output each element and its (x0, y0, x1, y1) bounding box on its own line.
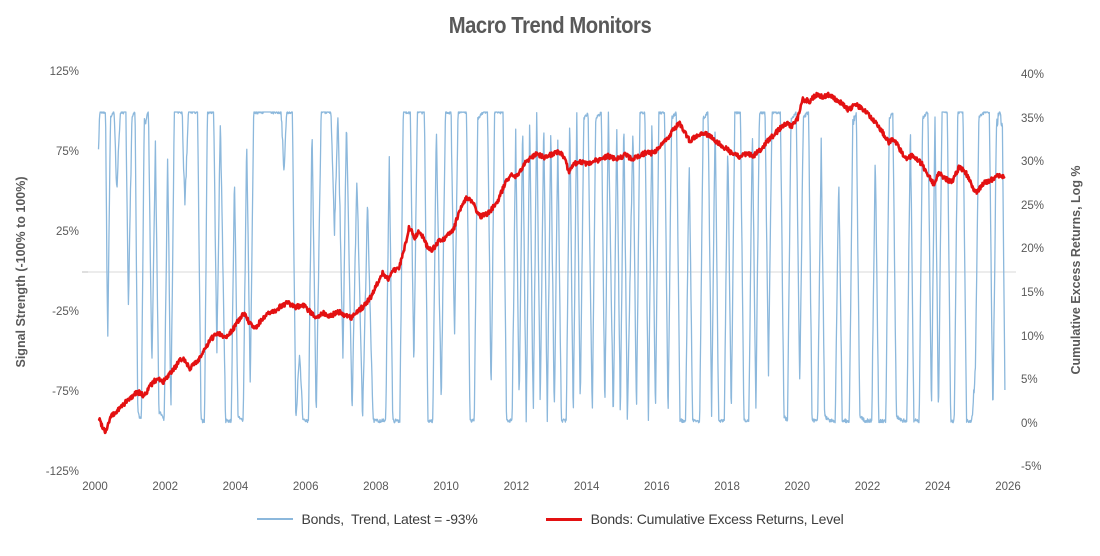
left-axis-tick-125: 125% (49, 66, 79, 78)
right-axis-tick-20: 20% (1021, 243, 1045, 256)
x-axis-tick-2018: 2018 (714, 481, 740, 493)
right-axis-tick--5: -5% (1021, 461, 1042, 474)
trend-signal-line (97, 111, 1006, 424)
trend-line-swatch (256, 518, 293, 520)
x-axis-tick-2012: 2012 (503, 481, 530, 493)
x-axis-tick-2020: 2020 (784, 481, 811, 493)
x-axis-tick-2024: 2024 (924, 481, 951, 493)
left-axis-tick--125: -125% (45, 466, 79, 478)
cumulative-returns-line (97, 91, 1006, 435)
right-axis-tick-25: 25% (1021, 199, 1045, 212)
left-axis-tick--75: -75% (52, 386, 79, 398)
right-axis-tick-40: 40% (1021, 68, 1045, 81)
x-axis-tick-2004: 2004 (222, 481, 249, 493)
left-axis-title: Signal Strength (-100% to 100%) (14, 176, 28, 368)
x-axis-tick-2002: 2002 (152, 481, 179, 493)
returns-line-swatch (545, 517, 582, 521)
x-axis-tick-2010: 2010 (433, 481, 459, 493)
legend-label-returns: Bonds: Cumulative Excess Returns, Level (590, 511, 844, 527)
left-axis-tick--25: -25% (52, 306, 79, 318)
right-axis-tick-5: 5% (1021, 374, 1038, 387)
x-axis-tick-2006: 2006 (292, 481, 319, 493)
left-axis-tick-25: 25% (55, 226, 79, 238)
chart-title: Macro Trend Monitors (448, 12, 652, 38)
right-axis-tick-35: 35% (1021, 112, 1045, 125)
right-axis-tick-30: 30% (1021, 156, 1045, 169)
left-axis-tick-75: 75% (55, 146, 79, 158)
x-axis-tick-2022: 2022 (854, 481, 881, 493)
legend-label-trend: Bonds, Trend, Latest = -93% (301, 511, 478, 527)
right-axis-title: Cumulative Excess Returns, Log % (1069, 165, 1083, 375)
right-axis-tick-0: 0% (1021, 417, 1038, 430)
legend: Bonds, Trend, Latest = -93% Bonds: Cumul… (0, 511, 1100, 527)
x-axis-tick-2026: 2026 (995, 481, 1021, 493)
right-axis-tick-10: 10% (1021, 330, 1045, 343)
x-axis-tick-2014: 2014 (573, 481, 600, 493)
x-axis-tick-2000: 2000 (82, 481, 108, 493)
legend-item-trend: Bonds, Trend, Latest = -93% (256, 511, 478, 527)
x-axis-tick-2016: 2016 (644, 481, 670, 493)
right-axis-tick-15: 15% (1021, 286, 1045, 299)
legend-item-returns: Bonds: Cumulative Excess Returns, Level (545, 511, 844, 527)
x-axis-tick-2008: 2008 (363, 481, 389, 493)
